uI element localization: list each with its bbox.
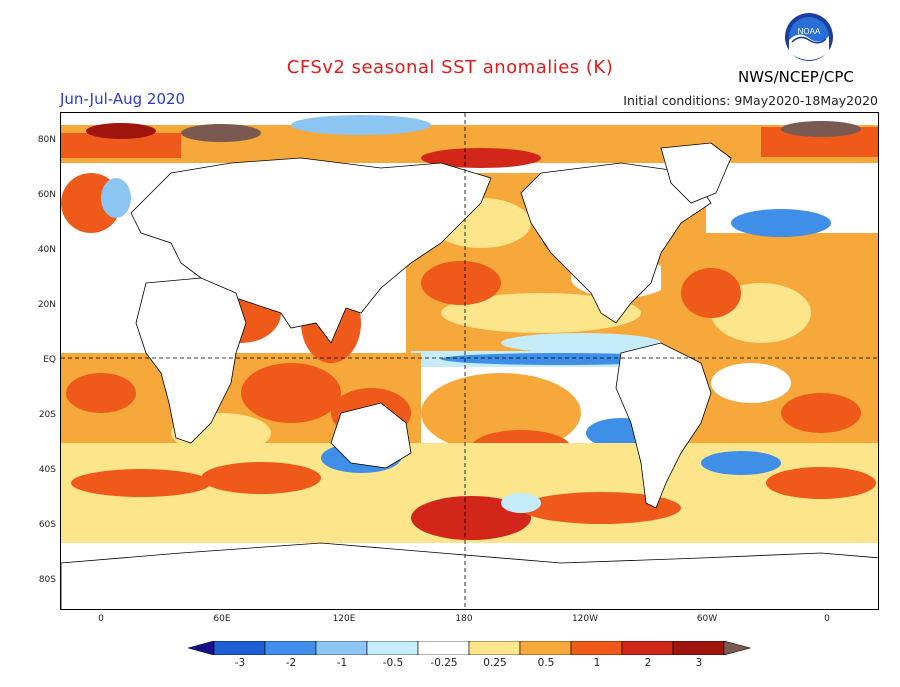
lon-label-0-east: 0 bbox=[824, 614, 830, 624]
colorbar-cell-1 bbox=[213, 641, 266, 655]
lat-label-20s: 20S bbox=[38, 410, 56, 420]
logo-text: NOAA bbox=[798, 27, 821, 36]
lon-label-120w: 120W bbox=[571, 614, 599, 624]
colorbar-cell-10 bbox=[672, 641, 725, 655]
colorbar-cell-6 bbox=[468, 641, 521, 655]
colorbar-label-2: 2 bbox=[644, 657, 652, 669]
map-canvas bbox=[61, 113, 878, 609]
colorbar-cell-11 bbox=[723, 641, 752, 655]
lat-label-eq: EQ bbox=[43, 355, 56, 365]
colorbar bbox=[188, 641, 752, 655]
colorbar-label-neg0-5: -0.5 bbox=[382, 657, 404, 669]
colorbar-label-neg3: -3 bbox=[234, 657, 246, 669]
colorbar-cell-0 bbox=[188, 641, 215, 655]
agency-label: NWS/NCEP/CPC bbox=[738, 68, 854, 86]
land-masses bbox=[61, 142, 878, 609]
lat-label-40s: 40S bbox=[38, 465, 56, 475]
colorbar-cell-2 bbox=[264, 641, 317, 655]
colorbar-cell-4 bbox=[366, 641, 419, 655]
season-label: Jun-Jul-Aug 2020 bbox=[60, 90, 186, 108]
lon-label-60e: 60E bbox=[213, 614, 231, 624]
lat-label-60s: 60S bbox=[38, 520, 56, 530]
initial-conditions-label: Initial conditions: 9May2020-18May2020 bbox=[623, 93, 878, 108]
colorbar-cell-3 bbox=[315, 641, 368, 655]
lon-label-0-west: 0 bbox=[98, 614, 104, 624]
lat-label-80s: 80S bbox=[38, 575, 56, 585]
lat-label-60n: 60N bbox=[37, 190, 56, 200]
map-title: CFSv2 seasonal SST anomalies (K) bbox=[286, 57, 614, 78]
colorbar-label-0-25: 0.25 bbox=[483, 657, 507, 669]
lon-label-120e: 120E bbox=[332, 614, 356, 624]
colorbar-label-neg0-25: -0.25 bbox=[430, 657, 458, 669]
sst-anomaly-map bbox=[60, 112, 879, 610]
lon-label-180: 180 bbox=[455, 614, 473, 624]
colorbar-cell-8 bbox=[570, 641, 623, 655]
lat-label-80n: 80N bbox=[37, 135, 56, 145]
colorbar-cell-9 bbox=[621, 641, 674, 655]
colorbar-cell-7 bbox=[519, 641, 572, 655]
colorbar-label-neg2: -2 bbox=[285, 657, 297, 669]
colorbar-label-0-5: 0.5 bbox=[537, 657, 555, 669]
lon-label-60w: 60W bbox=[696, 614, 718, 624]
colorbar-cell-5 bbox=[417, 641, 470, 655]
lat-label-40n: 40N bbox=[37, 245, 56, 255]
noaa-logo-icon: NOAA bbox=[785, 13, 833, 61]
colorbar-label-3: 3 bbox=[695, 657, 703, 669]
lat-label-20n: 20N bbox=[37, 300, 56, 310]
colorbar-label-1: 1 bbox=[593, 657, 601, 669]
colorbar-label-neg1: -1 bbox=[336, 657, 348, 669]
